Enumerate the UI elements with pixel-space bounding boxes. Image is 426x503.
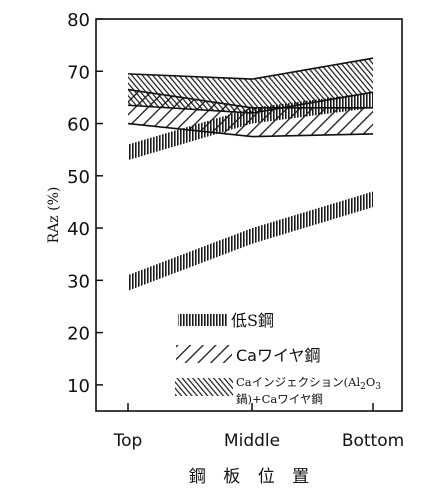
legend-swatch-ca-injection [175, 378, 233, 396]
x-axis-ticks [127, 403, 374, 411]
legend-swatch-low-s-steel [178, 314, 228, 326]
legend-swatch-ca-wire-steel [176, 345, 232, 363]
series-band-4 [128, 58, 373, 114]
legend: 低S鋼 Caワイヤ鋼 Caインジェクション(Al2O3 鍋)+Caワイヤ鋼 [175, 311, 381, 406]
y-tick-label-60: 60 [67, 115, 90, 136]
y-tick-label-30: 30 [67, 271, 90, 292]
series-band-4-upper-edge [127, 57, 374, 80]
legend-label-ca-wire-steel: Caワイヤ鋼 [236, 346, 321, 365]
series-band-1 [128, 191, 373, 291]
series-band-3-lower-edge [127, 122, 374, 138]
legend-label-low-s-steel: 低S鋼 [231, 311, 274, 330]
x-axis-tick-labels: Top Middle Bottom [113, 431, 405, 451]
series-band-4-lower-edge [127, 91, 374, 114]
y-axis-ticks [96, 18, 103, 386]
legend-label-ca-injection-line1: Caインジェクション(Al2O3 [236, 375, 381, 392]
x-tick-label-bottom: Bottom [342, 431, 404, 451]
legend-label-ca-injection-line2: 鍋)+Caワイヤ鋼 [236, 392, 323, 406]
y-tick-label-20: 20 [67, 324, 90, 345]
y-axis-tick-labels: 80 70 60 50 40 30 20 10 [67, 10, 90, 397]
y-tick-label-10: 10 [67, 376, 90, 397]
x-axis-label: 鋼 板 位 置 [189, 467, 315, 487]
plot-frame [95, 18, 403, 412]
x-tick-label-top: Top [113, 431, 143, 451]
y-tick-label-80: 80 [67, 10, 90, 31]
y-tick-label-50: 50 [67, 167, 90, 188]
series-bands [127, 57, 374, 291]
y-tick-label-70: 70 [67, 62, 90, 83]
y-axis-label: RAz (%) [46, 187, 62, 244]
x-tick-label-middle: Middle [224, 431, 280, 451]
y-tick-label-40: 40 [67, 219, 90, 240]
